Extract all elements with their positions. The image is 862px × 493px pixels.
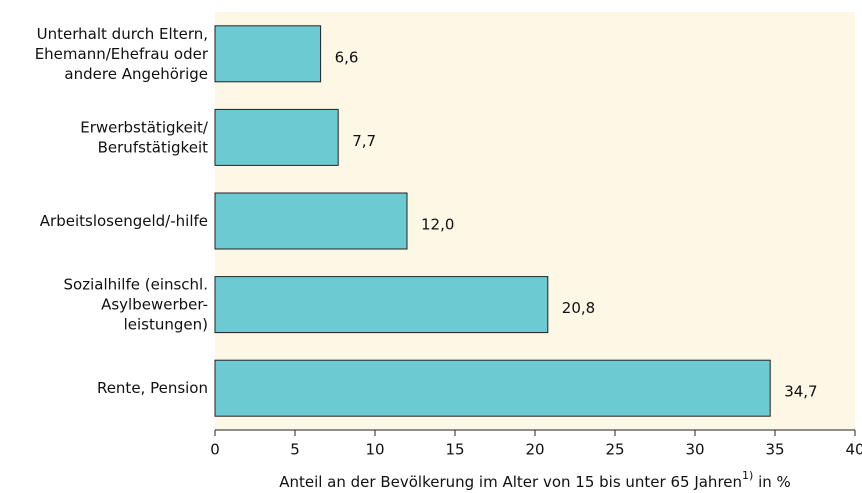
x-axis-label-text: Anteil an der Bevölkerung im Alter von 1… <box>279 473 742 491</box>
value-label: 12,0 <box>421 216 454 234</box>
x-tick-label: 40 <box>845 441 862 459</box>
category-label: Unterhalt durch Eltern, Ehemann/Ehefrau o… <box>35 24 209 82</box>
category-label-line: leistungen) <box>124 315 208 333</box>
x-axis-label: Anteil an der Bevölkerung im Alter von 1… <box>279 469 791 491</box>
category-label: Erwerbstätigkeit/Berufstätigkeit <box>80 118 209 156</box>
category-label: Rente, Pension <box>97 379 208 397</box>
value-label: 7,7 <box>352 132 376 150</box>
x-tick-label: 5 <box>290 441 300 459</box>
category-label-line: Sozialhilfe (einschl. <box>64 275 208 293</box>
x-tick-label: 10 <box>365 441 384 459</box>
bar <box>214 25 322 83</box>
category-label-line: Unterhalt durch Eltern, <box>37 24 208 42</box>
bar <box>214 359 771 417</box>
value-label: 6,6 <box>335 48 359 66</box>
value-label: 34,7 <box>784 383 817 401</box>
category-label-line: Ehemann/Ehefrau oder <box>35 44 209 62</box>
x-tick-label: 35 <box>765 441 784 459</box>
bar <box>214 108 339 166</box>
x-tick-label: 15 <box>445 441 464 459</box>
bar <box>214 192 408 250</box>
x-axis-label-note: 1) <box>742 469 753 482</box>
category-label-line: Asylbewerber- <box>101 295 208 313</box>
x-tick-label: 0 <box>210 441 220 459</box>
value-label: 20,8 <box>562 299 595 317</box>
category-label-line: Berufstätigkeit <box>98 138 208 156</box>
category-label-line: Rente, Pension <box>97 379 208 397</box>
category-label: Sozialhilfe (einschl. Asylbewerber-leistu… <box>64 275 208 333</box>
x-tick-label: 20 <box>525 441 544 459</box>
category-label-line: Arbeitslosengeld/-hilfe <box>40 212 208 230</box>
x-tick-label: 30 <box>685 441 704 459</box>
category-label-line: andere Angehörige <box>64 64 208 82</box>
category-label: Arbeitslosengeld/-hilfe <box>40 212 208 230</box>
category-label-line: Erwerbstätigkeit/ <box>80 118 209 136</box>
bar <box>214 276 549 334</box>
x-axis-label-unit: in % <box>753 473 790 491</box>
x-tick-label: 25 <box>605 441 624 459</box>
